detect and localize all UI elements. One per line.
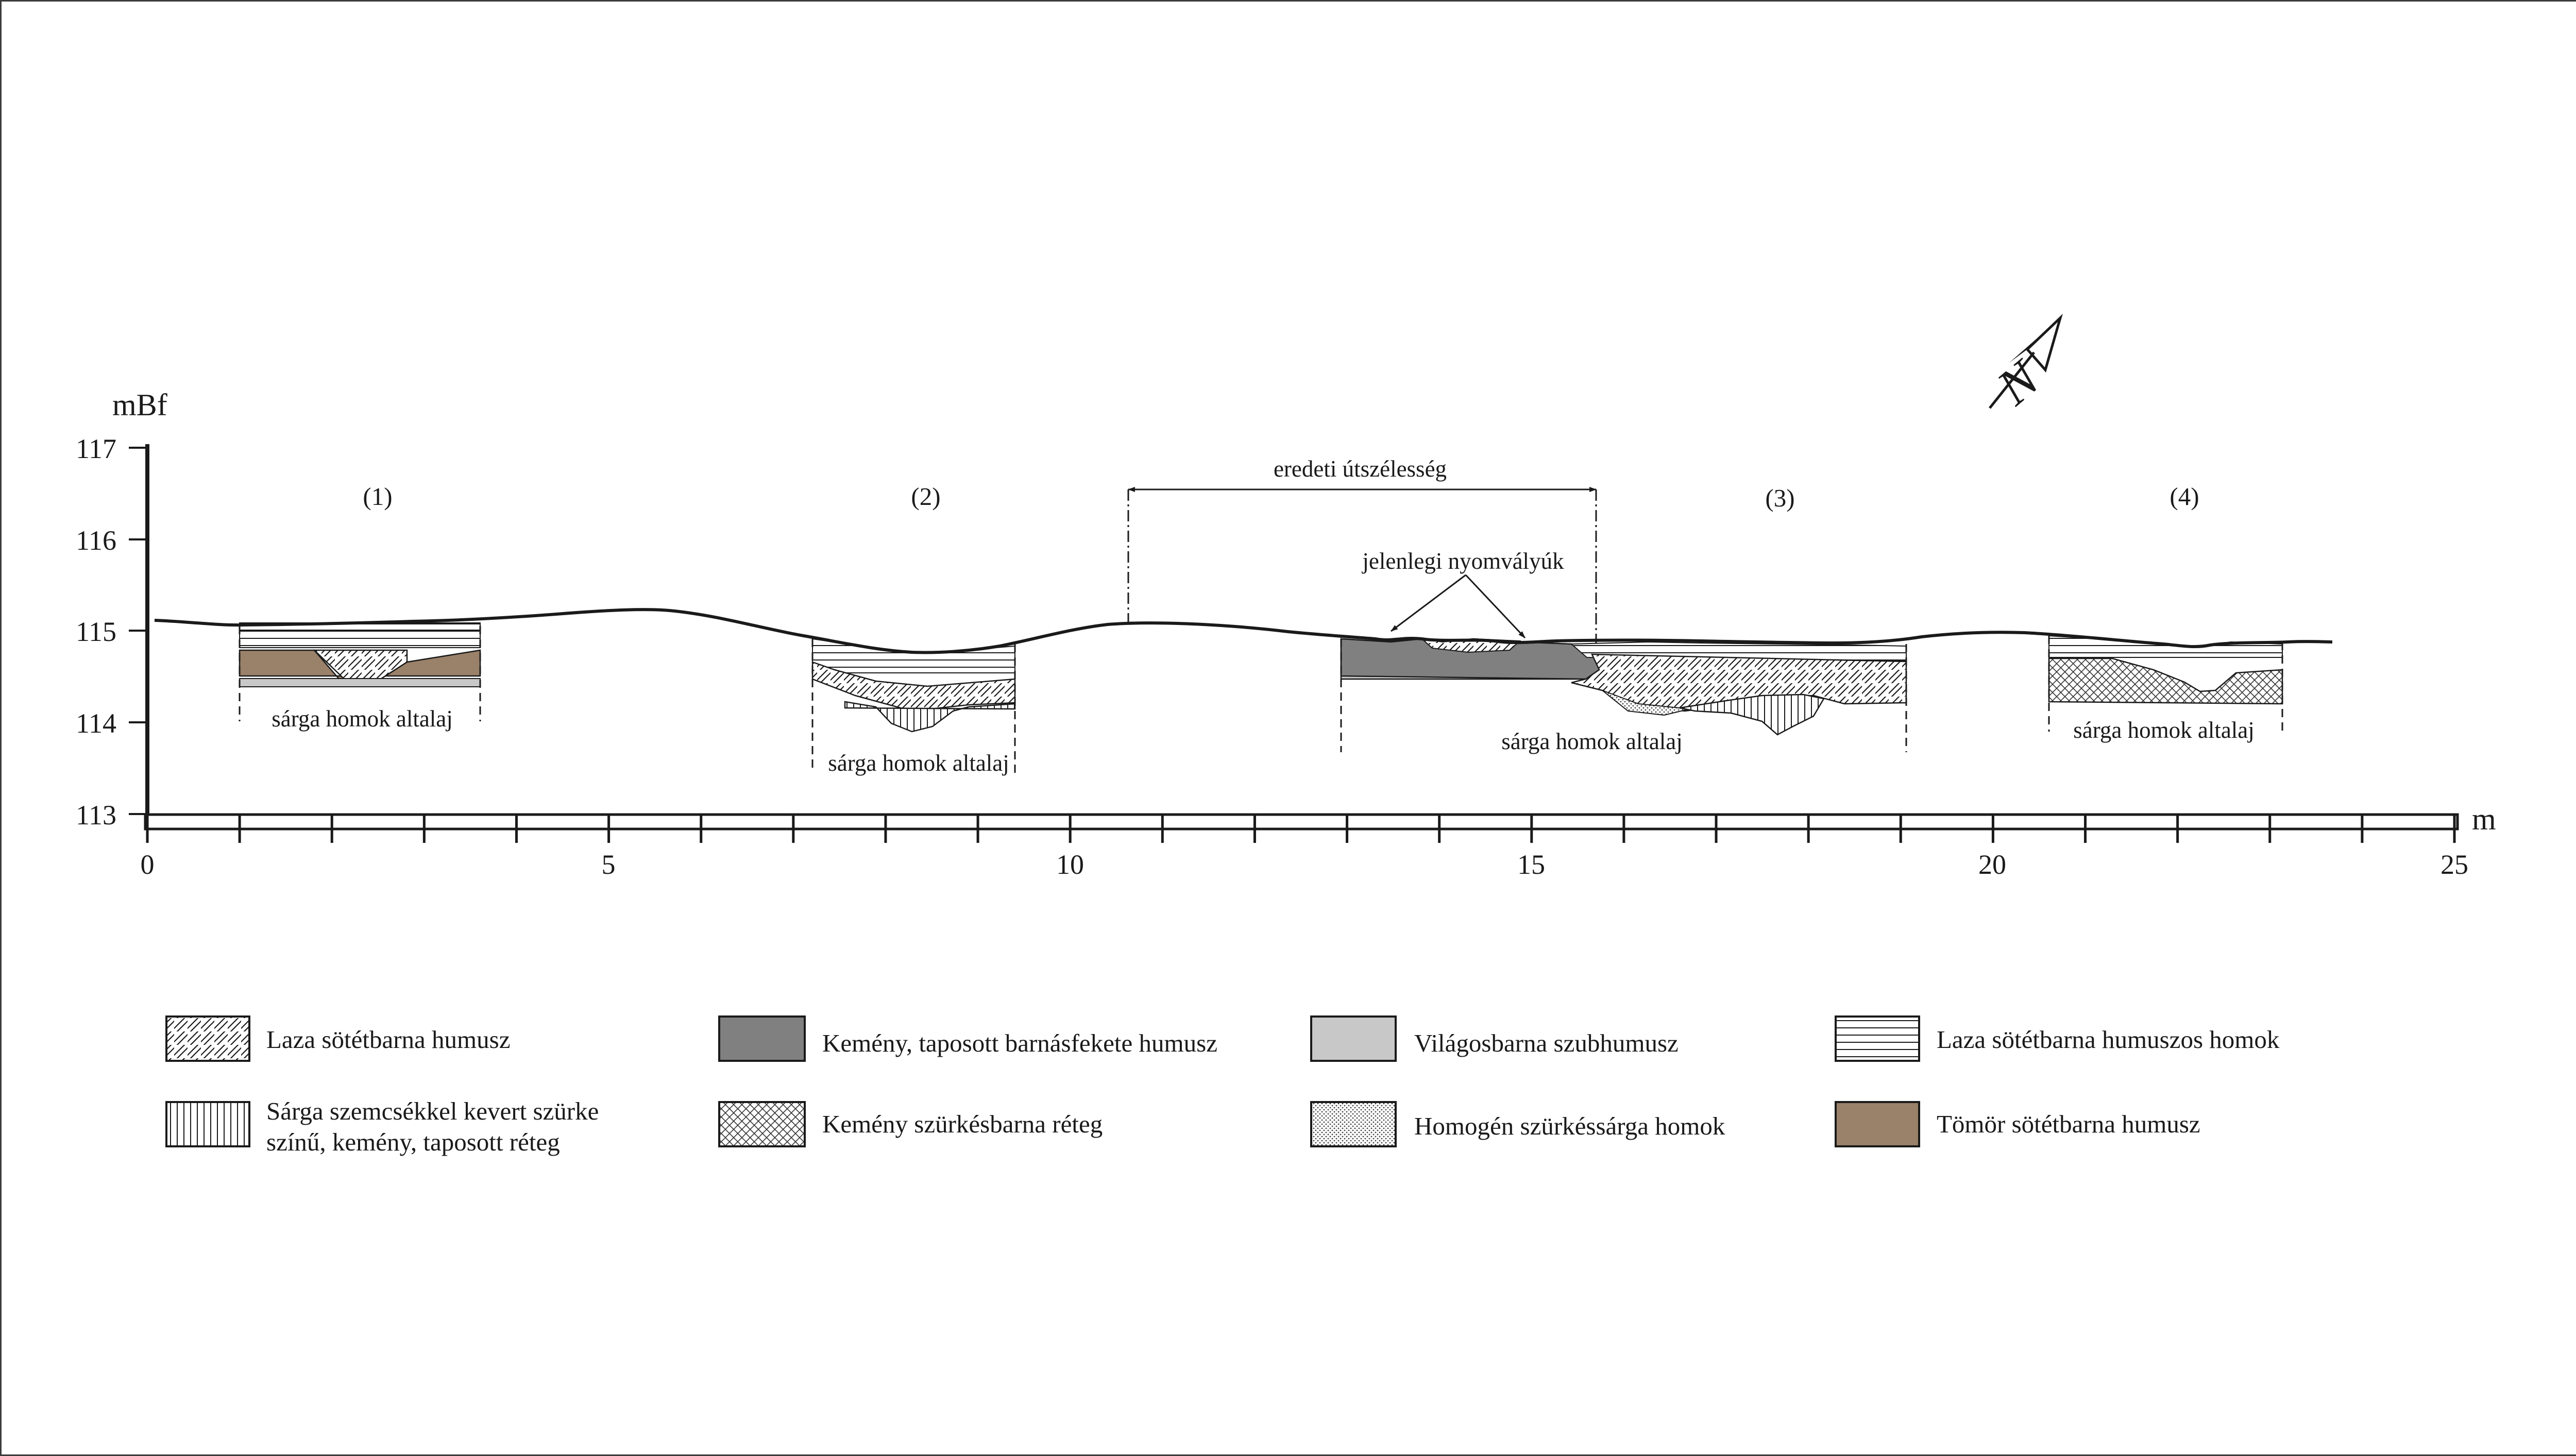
y-axis: 117 116 115 114 113 mBf	[76, 388, 167, 831]
x-axis-ticks	[146, 815, 2456, 843]
profile-4-section: sárga homok altalaj	[2048, 635, 2283, 743]
profile-3-subsoil-label: sárga homok altalaj	[1501, 729, 1683, 754]
legend-swatch	[1310, 1101, 1397, 1147]
legend-item-humic-sand: Laza sötétbarna humuszos homok	[1835, 1015, 2280, 1062]
x-tick-label: 10	[1056, 849, 1084, 880]
x-tick-label: 0	[141, 849, 155, 880]
legend-item-homogeneous-sand: Homogén szürkéssárga homok	[1310, 1101, 1725, 1147]
y-tick-label: 114	[76, 708, 116, 739]
x-axis: 0 5 10 15 20 25 m	[141, 802, 2496, 880]
x-tick-label: 25	[2441, 849, 2468, 880]
legend-item-loose-dark-brown-humus: Laza sötétbarna humusz	[165, 1015, 510, 1062]
legend-text-line2: színű, kemény, taposott réteg	[266, 1128, 560, 1156]
x-tick-label: 15	[1517, 849, 1545, 880]
legend-item-light-brown-subhumus: Világosbarna szubhumusz	[1310, 1015, 1679, 1062]
x-tick-label: 20	[1978, 849, 2006, 880]
legend-swatch	[1835, 1101, 1920, 1147]
y-axis-unit: mBf	[112, 388, 167, 422]
legend-swatch	[1310, 1015, 1397, 1062]
y-tick-label: 117	[76, 433, 116, 464]
x-tick-label: 5	[602, 849, 616, 880]
legend-swatch	[718, 1101, 806, 1147]
legend-text: Kemény szürkésbarna réteg	[822, 1110, 1103, 1138]
profile-number-3: (3)	[1765, 484, 1794, 512]
legend-swatch	[1835, 1015, 1920, 1062]
legend-item-hard-trampled-humus: Kemény, taposott barnásfekete humusz	[718, 1015, 1217, 1062]
profile-3-section: sárga homok altalaj jelenlegi nyomvályúk	[1340, 548, 1907, 754]
legend-swatch	[165, 1101, 250, 1147]
legend-item-gray-trampled-layer: Sárga szemcsékkel kevert szürke színű, k…	[165, 1097, 599, 1156]
profile-2-section: sárga homok altalaj	[811, 638, 1016, 776]
y-tick-label: 116	[76, 525, 116, 556]
profile-1-subsoil-label: sárga homok altalaj	[272, 706, 453, 732]
legend-text: Világosbarna szubhumusz	[1414, 1029, 1679, 1057]
legend: Laza sötétbarna humusz Kemény, taposott …	[165, 1015, 2280, 1156]
ground-surface-line	[154, 608, 2333, 654]
current-ruts-label: jelenlegi nyomvályúk	[1361, 548, 1564, 574]
original-road-width-label: eredeti útszélesség	[1274, 456, 1447, 482]
legend-text-line1: Sárga szemcsékkel kevert szürke	[266, 1097, 599, 1125]
y-tick-label: 115	[76, 616, 116, 647]
y-tick-label: 113	[76, 800, 116, 831]
north-arrow-icon: N	[1986, 313, 2063, 416]
legend-item-compact-dark-brown-humus: Tömör sötétbarna humusz	[1835, 1101, 2200, 1147]
legend-text: Laza sötétbarna humusz	[266, 1025, 510, 1054]
original-road-width-dimension: eredeti útszélesség	[1127, 456, 1597, 644]
profile-2-subsoil-label: sárga homok altalaj	[828, 750, 1009, 776]
legend-text: Homogén szürkéssárga homok	[1414, 1112, 1725, 1140]
legend-swatch	[165, 1015, 250, 1062]
legend-text: Tömör sötétbarna humusz	[1937, 1110, 2200, 1138]
profile-number-1: (1)	[363, 482, 392, 511]
profile-1-section: sárga homok altalaj	[239, 622, 481, 732]
profile-number-2: (2)	[911, 482, 940, 511]
legend-text: Kemény, taposott barnásfekete humusz	[822, 1029, 1217, 1057]
profile-4-subsoil-label: sárga homok altalaj	[2073, 717, 2255, 743]
x-axis-unit: m	[2472, 802, 2496, 836]
profile-number-4: (4)	[2170, 482, 2199, 511]
legend-text: Laza sötétbarna humuszos homok	[1937, 1025, 2280, 1054]
legend-swatch	[718, 1015, 806, 1062]
legend-item-hard-grayish-brown-layer: Kemény szürkésbarna réteg	[718, 1101, 1103, 1147]
